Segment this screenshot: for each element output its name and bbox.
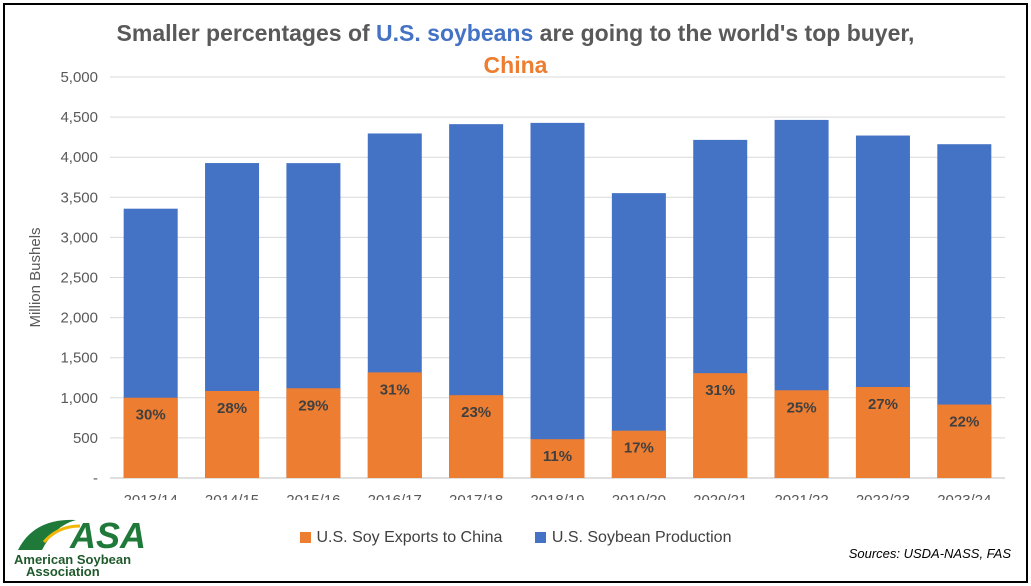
legend-swatch-production [534,532,546,544]
y-tick-label: 1,500 [60,350,98,367]
bar-exports [937,404,992,478]
bar-exports [123,397,178,478]
chart-title-line2: China [483,52,548,78]
data-labels: 30% 28% 29% 31% 23% 11% 17% 31% 25% 27% 22% [136,381,980,465]
logo-mark-text: ASA [69,515,146,554]
bar-production [530,122,585,479]
data-label: 25% [787,399,817,416]
legend: U.S. Soy Exports to China U.S. Soybean P… [0,529,1031,547]
data-label: 30% [136,407,166,424]
x-tick-label: 2018/19 [530,492,584,500]
y-tick-label: 3,500 [60,189,98,206]
data-label: 31% [380,381,410,398]
bar-production [611,193,666,479]
title-highlight-soybeans: U.S. soybeans [376,20,534,46]
x-axis: 2013/14 2014/15 2015/16 2016/17 2017/18 2018/… [124,492,992,500]
y-tick-label: - [93,470,98,487]
data-label: 29% [298,397,328,414]
x-tick-label: 2016/17 [368,492,422,500]
y-tick-label: 3,000 [60,229,98,246]
data-label: 22% [949,414,979,431]
logo-name-line2: Association [26,564,100,579]
data-label: 23% [461,404,491,421]
bars [123,119,992,479]
y-tick-label: 4,500 [60,109,98,126]
title-text-pre: Smaller percentages of [116,20,377,46]
source-note: Sources: USDA-NASS, FAS [848,546,1011,561]
data-label: 11% [543,448,572,465]
leaf-swoosh-icon [18,519,76,550]
legend-item-exports: U.S. Soy Exports to China [299,529,503,547]
data-label: 28% [217,400,247,417]
x-tick-label: 2019/20 [612,492,666,500]
bar-chart: - 500 1,000 1,500 2,000 2,500 3,000 3,500 4,000 4… [27,69,1005,500]
y-axis: - 500 1,000 1,500 2,000 2,500 3,000 3,500 4,000 4… [60,69,98,487]
bar-exports [530,439,585,478]
data-label: 17% [624,440,654,457]
x-tick-label: 2023/24 [937,492,991,500]
legend-label-exports: U.S. Soy Exports to China [316,529,503,546]
y-tick-label: 2,500 [60,270,98,287]
bar-exports [855,386,910,478]
leaf-swoosh-accent-icon [42,524,81,544]
x-tick-label: 2017/18 [449,492,503,500]
bar-exports [774,390,829,478]
bar-exports [449,395,504,478]
x-tick-label: 2014/15 [205,492,259,500]
bar-exports [205,390,260,478]
asa-logo-mark: ASA [18,515,146,554]
logo-name: American Soybean Association [14,552,164,579]
bar-exports [286,388,341,478]
x-tick-label: 2021/22 [774,492,828,500]
bar-exports [693,373,748,478]
x-tick-label: 2013/14 [124,492,178,500]
x-tick-label: 2015/16 [286,492,340,500]
chart-title: Smaller percentages of U.S. soybeans are… [0,18,1031,48]
x-tick-label: 2022/23 [856,492,910,500]
y-axis-label: Million Bushels [27,227,44,327]
data-label: 31% [705,382,735,399]
bar-exports [611,430,666,478]
bar-exports [367,372,422,478]
y-tick-label: 1,000 [60,390,98,407]
x-tick-label: 2020/21 [693,492,747,500]
data-label: 27% [868,396,898,413]
legend-label-production: U.S. Soybean Production [551,529,732,546]
y-tick-label: 2,000 [60,310,98,327]
logo-name-line1: American Soybean [14,552,132,567]
legend-swatch-exports [299,532,311,544]
y-tick-label: 5,000 [60,69,98,86]
asa-logo: ASA American Soybean Association [10,512,160,580]
title-text-post: are going to the world's top buyer, [533,20,915,46]
legend-item-production: U.S. Soybean Production [534,529,732,547]
y-tick-label: 500 [73,430,98,447]
y-tick-label: 4,000 [60,149,98,166]
